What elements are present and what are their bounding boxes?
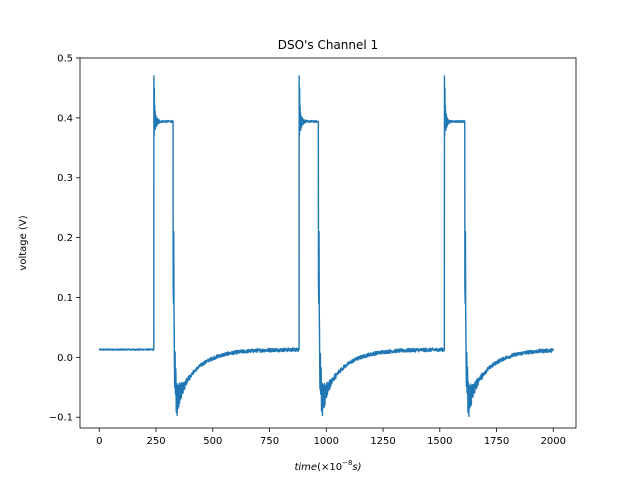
x-axis-label-exponent: −8 xyxy=(342,459,352,467)
series-line-channel-1 xyxy=(98,75,554,418)
y-tick-label: 0.5 xyxy=(57,54,73,65)
y-axis-label: voltage (V) xyxy=(18,215,29,270)
y-tick-label: 0.2 xyxy=(57,233,73,244)
y-tick-label: −0.1 xyxy=(49,413,73,424)
x-axis-ticks: 0 250 500 750 1000 1250 1500 1750 2000 xyxy=(96,428,566,447)
x-tick-label: 250 xyxy=(146,436,165,447)
x-tick-label: 2000 xyxy=(541,436,566,447)
x-tick-label: 1000 xyxy=(314,436,339,447)
x-tick-label: 750 xyxy=(260,436,279,447)
x-tick-label: 500 xyxy=(203,436,222,447)
axes-frame xyxy=(79,57,577,429)
x-axis-label-unit-end: s) xyxy=(352,462,361,473)
chart-title: DSO's Channel 1 xyxy=(278,38,378,52)
y-axis-ticks: −0.1 0.0 0.1 0.2 0.3 0.4 0.5 xyxy=(49,54,80,424)
x-axis-label: time(×10−8s) xyxy=(294,459,361,473)
x-axis-label-main: time xyxy=(294,462,317,473)
x-axis-label-unit: (×10 xyxy=(317,462,342,473)
y-tick-label: 0.3 xyxy=(57,173,73,184)
x-tick-label: 1750 xyxy=(484,436,509,447)
x-tick-label: 1250 xyxy=(370,436,395,447)
y-tick-label: 0.4 xyxy=(57,113,73,124)
y-tick-label: 0.1 xyxy=(57,293,73,304)
x-tick-label: 0 xyxy=(96,436,102,447)
x-tick-label: 1500 xyxy=(427,436,452,447)
y-tick-label: 0.0 xyxy=(57,353,73,364)
plot-area xyxy=(98,75,554,418)
